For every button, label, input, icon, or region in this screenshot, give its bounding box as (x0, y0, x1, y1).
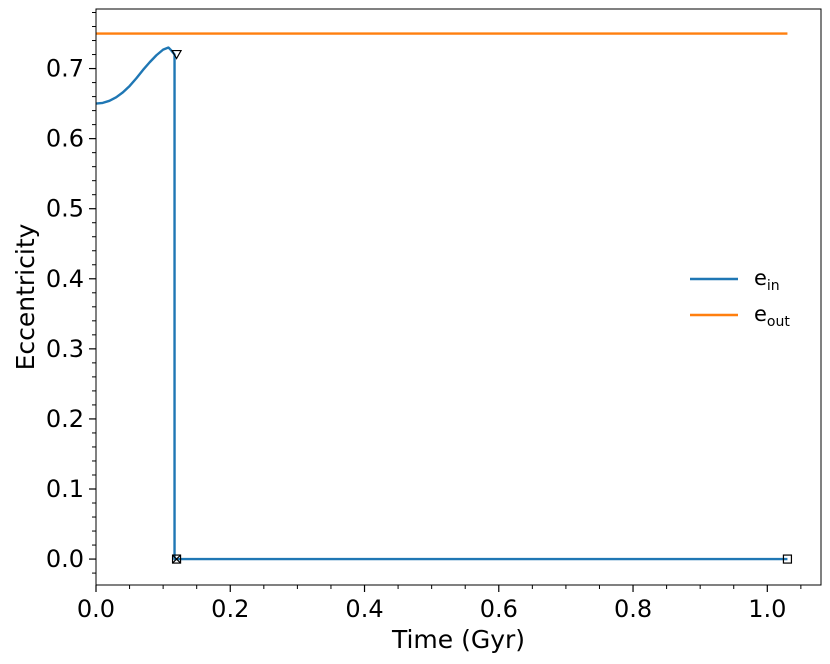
legend: ein eout (690, 266, 790, 330)
x-tick-label: 1.0 (748, 595, 786, 623)
y-tick-label: 0.2 (46, 405, 84, 433)
x-tick-label: 0.6 (480, 595, 518, 623)
y-tick-label: 0.6 (46, 125, 84, 153)
y-axis-label: Eccentricity (11, 223, 40, 370)
series-line-in (95, 46, 788, 561)
y-tick-label: 0.0 (46, 545, 84, 573)
marker-triangle (171, 49, 183, 60)
y-tick-label: 0.3 (46, 335, 84, 363)
marker-layer (171, 49, 793, 564)
y-tick-label: 0.1 (46, 475, 84, 503)
marker-square (171, 554, 182, 564)
x-tick-label: 0.0 (77, 595, 115, 623)
legend-entry-out: eout (754, 302, 790, 330)
x-tick-label: 0.8 (614, 595, 652, 623)
plot-frame (95, 8, 822, 586)
x-tick-label: 0.4 (345, 595, 383, 623)
y-axis: 0.0 0.1 0.2 0.3 0.4 0.5 0.6 0.7 (46, 12, 96, 574)
marker-square (782, 554, 793, 564)
marker-x (172, 555, 181, 563)
y-tick-label: 0.7 (46, 55, 84, 83)
y-tick-label: 0.5 (46, 195, 84, 223)
x-axis: 0.0 0.2 0.4 0.6 0.8 1.0 (77, 585, 802, 623)
x-axis-label: Time (Gyr) (391, 625, 525, 654)
legend-entry-in: ein (754, 266, 780, 294)
series-layer (95, 32, 788, 561)
x-tick-label: 0.2 (211, 595, 249, 623)
y-tick-label: 0.4 (46, 265, 84, 293)
